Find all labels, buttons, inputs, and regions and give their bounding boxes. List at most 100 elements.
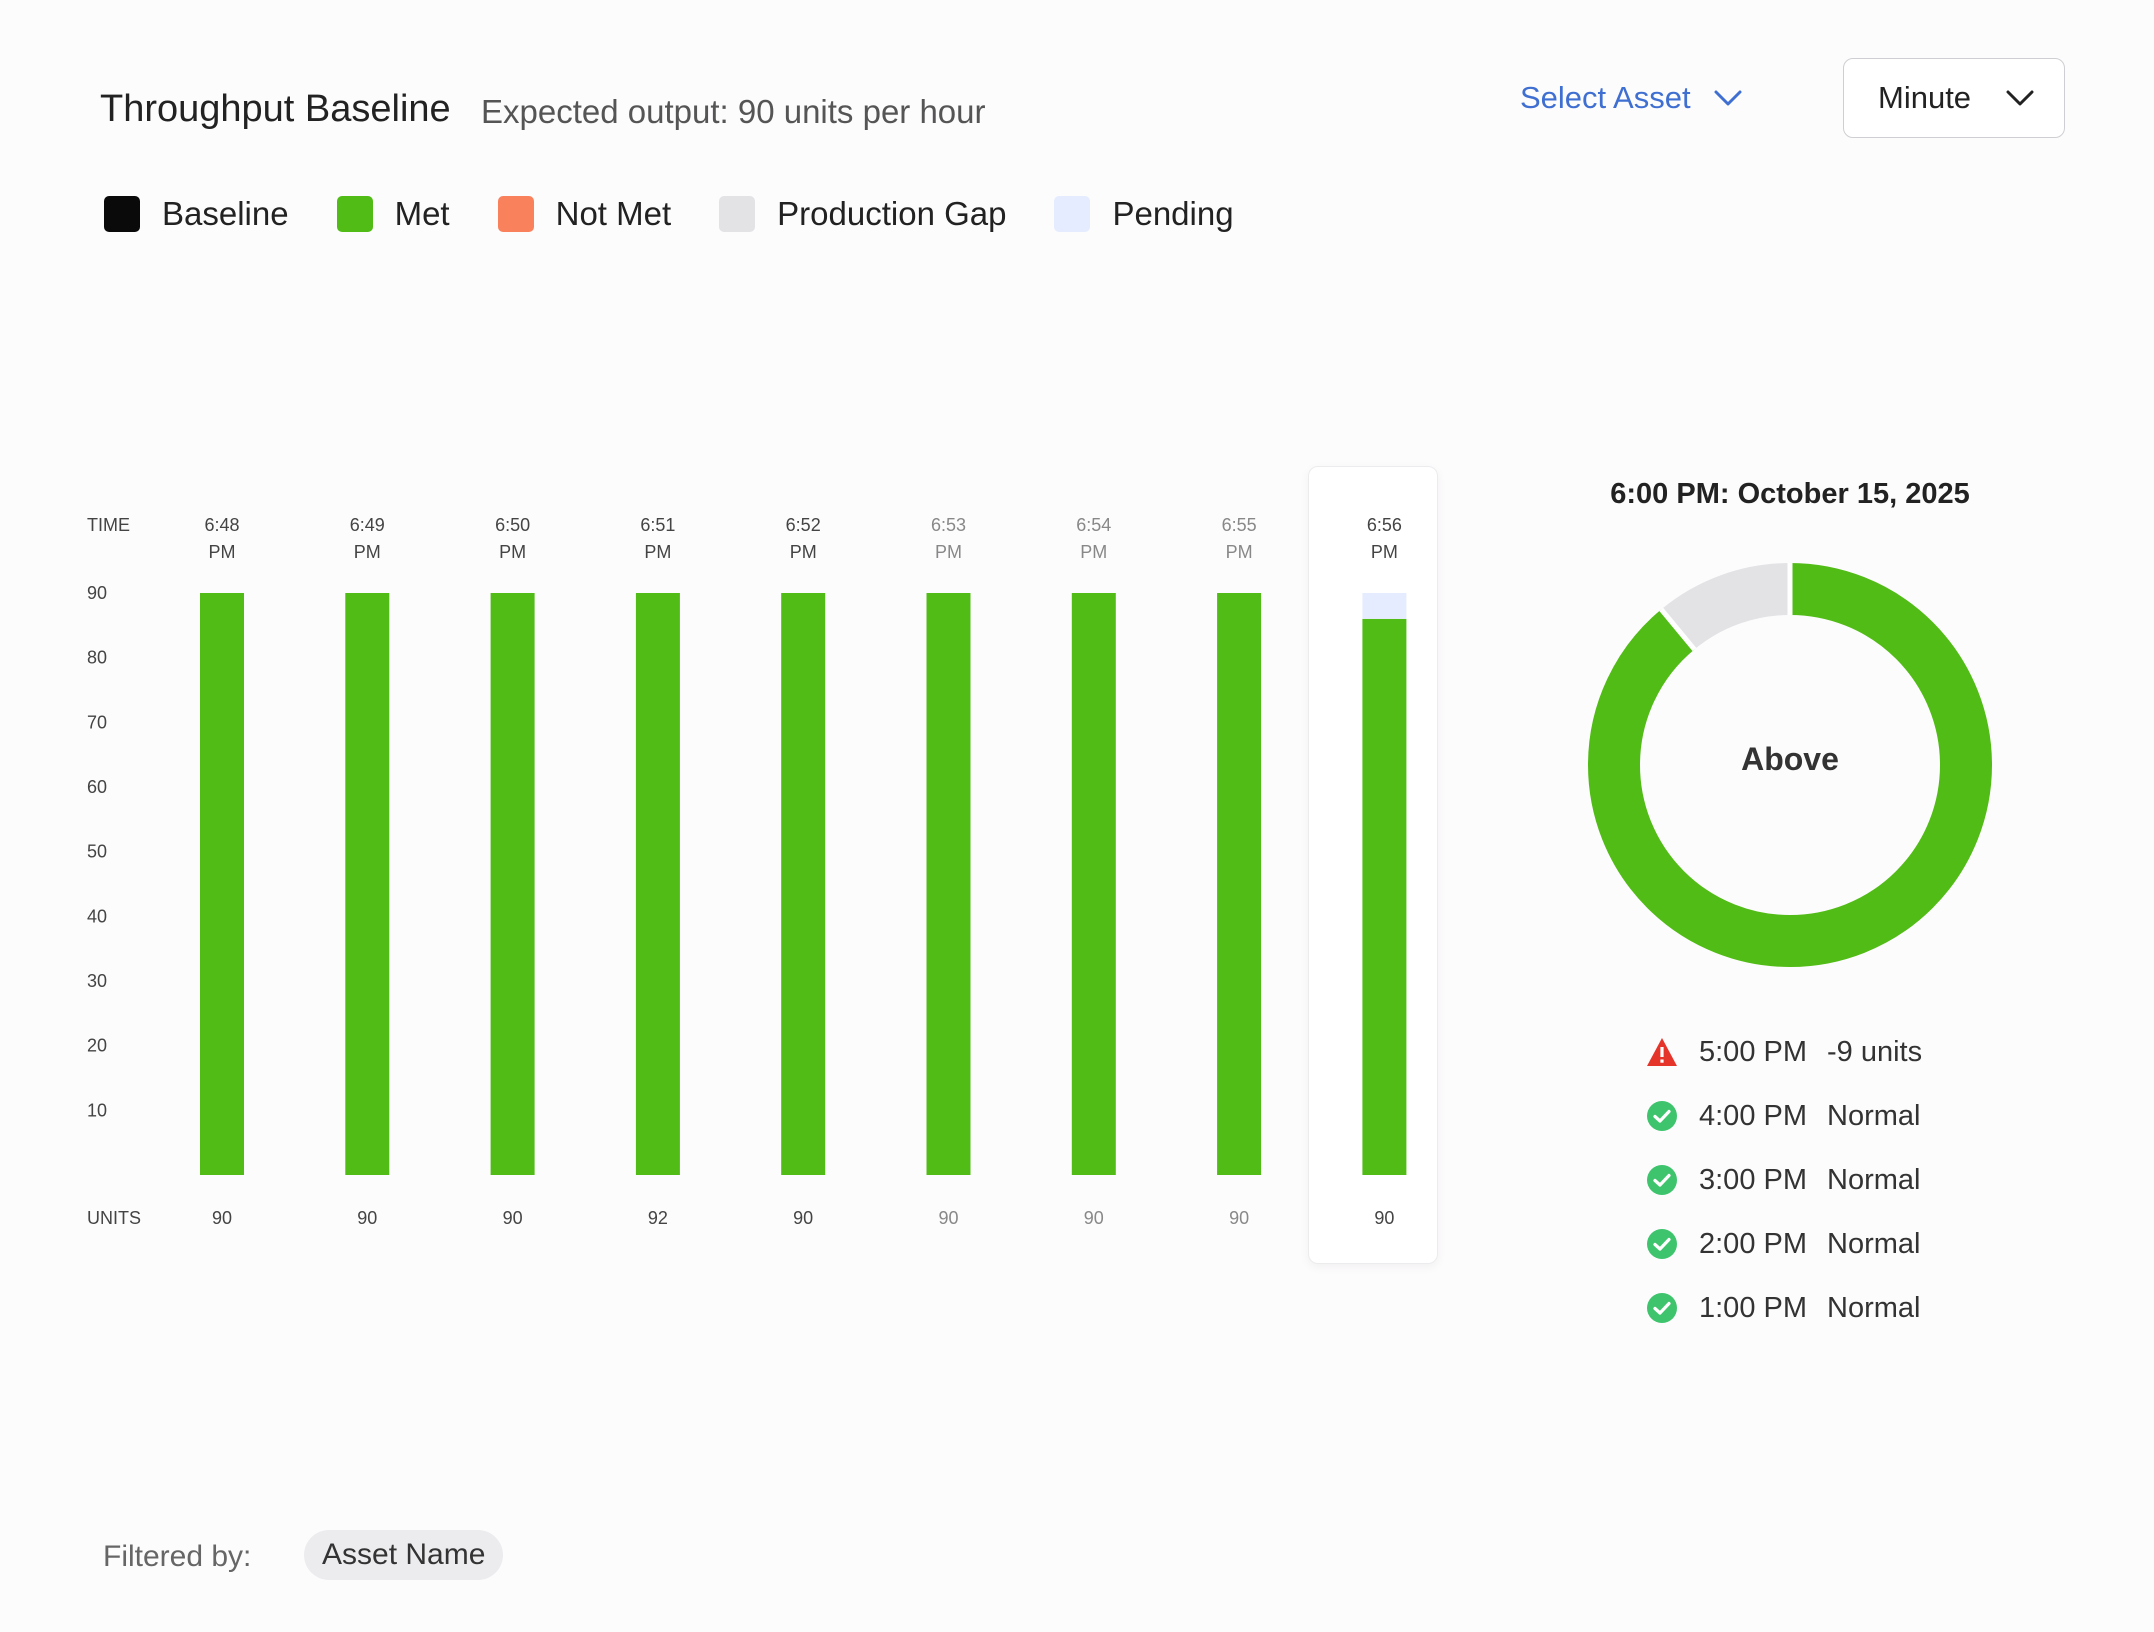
x-tick-label: 6:53 (931, 515, 966, 535)
legend-label: Met (394, 195, 450, 232)
x-tick-label: 6:51 (640, 515, 675, 535)
x-tick-label: 6:55 (1222, 515, 1257, 535)
y-tick-label: 90 (87, 583, 107, 603)
y-tick-label: 20 (87, 1036, 107, 1056)
donut-center-label: Above (1741, 741, 1839, 777)
filter-label: Filtered by: (103, 1540, 252, 1573)
summary-title: 6:00 PM: October 15, 2025 (1610, 478, 1970, 510)
x-tick-label: 6:48 (204, 515, 239, 535)
status-row: 4:00 PM Normal (1645, 1084, 1922, 1148)
legend: Baseline Met Not Met Production Gap Pend… (104, 195, 1282, 233)
bar-met (781, 593, 826, 1175)
x-tick-label: PM (209, 542, 236, 562)
bar-met (1071, 593, 1116, 1175)
y-tick-label: 80 (87, 648, 107, 668)
bar-met (926, 593, 971, 1175)
units-value-label: 90 (357, 1208, 377, 1228)
status-time: 4:00 PM (1699, 1099, 1807, 1132)
bar-pending (1362, 593, 1407, 619)
y-tick-label: 50 (87, 842, 107, 862)
bar-met (200, 593, 244, 1175)
units-value-label: 90 (1229, 1208, 1249, 1228)
status-row: 1:00 PM Normal (1645, 1276, 1922, 1340)
status-row: 2:00 PM Normal (1645, 1212, 1922, 1276)
x-tick-label: PM (1080, 542, 1107, 562)
legend-swatch (1054, 196, 1091, 232)
units-value-label: 92 (648, 1208, 668, 1228)
check-circle-icon (1645, 1291, 1679, 1325)
bar-met (490, 593, 535, 1175)
status-row: 5:00 PM -9 units (1645, 1020, 1922, 1084)
units-row-label: UNITS (87, 1208, 141, 1228)
units-value-label: 90 (938, 1208, 958, 1228)
legend-label: Baseline (162, 195, 289, 232)
status-value: Normal (1827, 1163, 1921, 1196)
x-tick-label: PM (644, 542, 671, 562)
legend-label: Production Gap (777, 195, 1007, 232)
status-time: 5:00 PM (1699, 1035, 1807, 1068)
legend-item-met: Met (336, 195, 450, 233)
x-tick-label: PM (790, 542, 817, 562)
units-value-label: 90 (503, 1208, 523, 1228)
warning-icon (1645, 1035, 1679, 1069)
x-tick-label: PM (935, 542, 962, 562)
x-tick-label: 6:50 (495, 515, 530, 535)
check-circle-icon (1645, 1227, 1679, 1261)
legend-label: Pending (1112, 195, 1234, 232)
units-value-label: 90 (793, 1208, 813, 1228)
period-select-label: Minute (1878, 80, 1972, 115)
donut-separator (1659, 607, 1697, 652)
status-value: Normal (1827, 1099, 1921, 1132)
legend-swatch (497, 196, 534, 232)
bar-met (635, 593, 680, 1175)
bar-met (345, 593, 390, 1175)
chevron-down-icon (2006, 90, 2034, 106)
bar-met (1362, 618, 1407, 1175)
units-value-label: 90 (212, 1208, 232, 1228)
select-asset-dropdown[interactable]: Select Asset (1520, 80, 1743, 116)
status-value: Normal (1827, 1227, 1921, 1260)
status-time: 3:00 PM (1699, 1163, 1807, 1196)
y-tick-label: 40 (87, 906, 107, 926)
filter-chip-label: Asset Name (322, 1538, 486, 1571)
units-value-label: 90 (1084, 1208, 1104, 1228)
legend-swatch (104, 196, 140, 232)
time-row-label: TIME (87, 515, 130, 535)
status-time: 2:00 PM (1699, 1227, 1807, 1260)
status-time: 1:00 PM (1699, 1291, 1807, 1324)
x-tick-label: 6:52 (786, 515, 821, 535)
x-tick-label: PM (354, 542, 381, 562)
y-tick-label: 60 (87, 777, 107, 797)
status-row: 3:00 PM Normal (1645, 1148, 1922, 1212)
x-tick-label: PM (1226, 542, 1253, 562)
page-subtitle: Expected output: 90 units per hour (481, 93, 986, 130)
check-circle-icon (1645, 1099, 1679, 1133)
legend-swatch (719, 196, 756, 232)
y-tick-label: 10 (87, 1100, 107, 1120)
status-list: 5:00 PM -9 units 4:00 PM Normal 3:00 PM … (1645, 1020, 1922, 1340)
legend-item-pending: Pending (1054, 195, 1234, 233)
x-tick-label: PM (1371, 542, 1398, 562)
throughput-bar-chart: TIME UNITS 90 80 70 60 50 40 30 20 10 6:48 PM 90 6:49 P… (87, 515, 1407, 1228)
legend-label: Not Met (555, 195, 672, 232)
summary-donut-chart (1588, 563, 1992, 967)
page-title: Throughput Baseline (100, 88, 451, 130)
x-tick-label: 6:49 (350, 515, 385, 535)
chevron-down-icon (1714, 90, 1742, 106)
y-tick-label: 70 (87, 712, 107, 732)
status-value: Normal (1827, 1291, 1921, 1324)
units-value-label: 90 (1374, 1208, 1394, 1228)
y-tick-label: 30 (87, 971, 107, 991)
legend-item-not-met: Not Met (497, 195, 672, 233)
x-tick-label: PM (499, 542, 526, 562)
period-select[interactable]: Minute (1843, 58, 2065, 138)
status-value: -9 units (1827, 1035, 1923, 1068)
filter-chip-asset-name[interactable]: Asset Name (304, 1530, 504, 1580)
legend-item-baseline: Baseline (104, 195, 289, 233)
select-asset-label: Select Asset (1520, 80, 1691, 115)
legend-item-production-gap: Production Gap (719, 195, 1006, 233)
legend-swatch (336, 196, 373, 232)
x-tick-label: 6:54 (1076, 515, 1111, 535)
bar-met (1217, 593, 1262, 1175)
check-circle-icon (1645, 1163, 1679, 1197)
